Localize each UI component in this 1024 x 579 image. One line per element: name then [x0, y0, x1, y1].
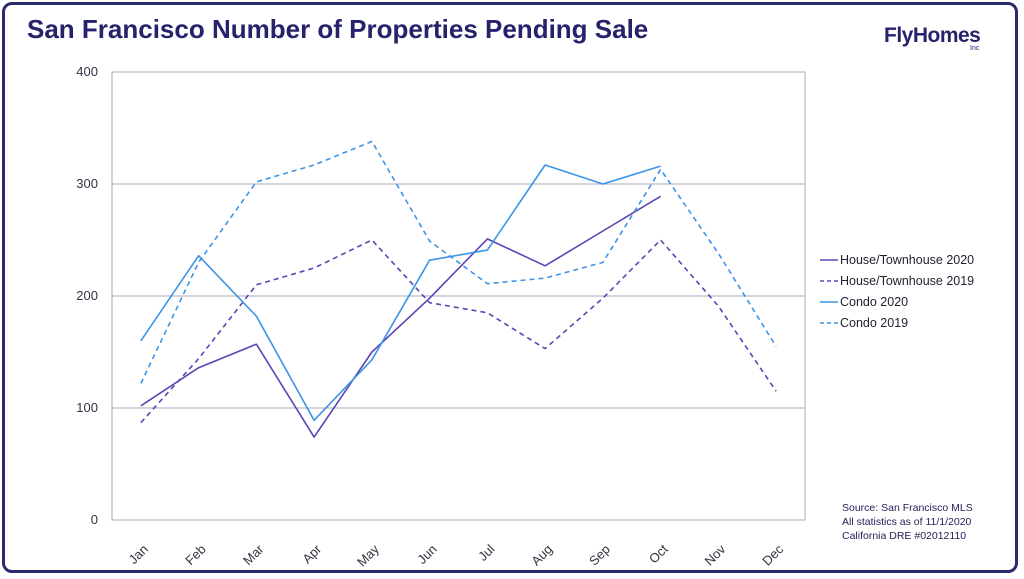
- x-tick-label: Dec: [759, 541, 786, 568]
- legend-label: House/Townhouse 2019: [840, 274, 974, 288]
- legend-label: Condo 2020: [840, 295, 908, 309]
- flyhomes-logo: FlyHomes: [884, 24, 981, 47]
- license-line: California DRE #02012110: [842, 530, 967, 542]
- series-line: [140, 140, 777, 384]
- legend-label: Condo 2019: [840, 316, 908, 330]
- x-tick-label: Jan: [126, 542, 151, 567]
- x-tick-label: Oct: [646, 541, 671, 566]
- series-line: [140, 164, 661, 422]
- gridlines: [112, 71, 805, 521]
- source-line: Source: San Francisco MLS: [842, 502, 973, 514]
- x-tick-label: May: [354, 541, 382, 569]
- stats-date-line: All statistics as of 11/1/2020: [842, 516, 972, 528]
- legend-label: House/Townhouse 2020: [840, 253, 974, 267]
- x-tick-label: Feb: [182, 542, 208, 568]
- y-tick-label: 400: [76, 64, 98, 79]
- series-line: [140, 195, 662, 438]
- y-tick-label: 0: [91, 512, 98, 527]
- y-tick-label: 100: [76, 400, 98, 415]
- legend: House/Townhouse 2020 House/Townhouse 2019…: [820, 253, 974, 330]
- x-tick-label: Sep: [586, 542, 613, 569]
- chart-title: San Francisco Number of Properties Pendi…: [27, 14, 649, 44]
- x-tick-label: Jun: [414, 542, 439, 567]
- y-axis-ticks: 0 100 200 300 400: [76, 64, 98, 527]
- chart-frame: [2, 2, 1018, 573]
- x-tick-label: Apr: [299, 541, 324, 566]
- y-tick-label: 200: [76, 288, 98, 303]
- y-tick-label: 300: [76, 176, 98, 191]
- x-tick-label: Jul: [475, 541, 497, 563]
- series-line: [140, 239, 777, 424]
- x-tick-label: Nov: [702, 541, 729, 568]
- x-axis-ticks: Jan Feb Mar Apr May Jun Jul Aug Sep Oct Nov Dec: [126, 541, 787, 569]
- flyhomes-logo-subtext: Inc: [970, 45, 980, 52]
- source-note: Source: San Francisco MLS All statistics…: [842, 501, 973, 543]
- x-tick-label: Mar: [240, 541, 267, 568]
- x-tick-label: Aug: [528, 542, 555, 569]
- series-lines: [140, 140, 777, 438]
- plot-area-border: [111, 71, 806, 521]
